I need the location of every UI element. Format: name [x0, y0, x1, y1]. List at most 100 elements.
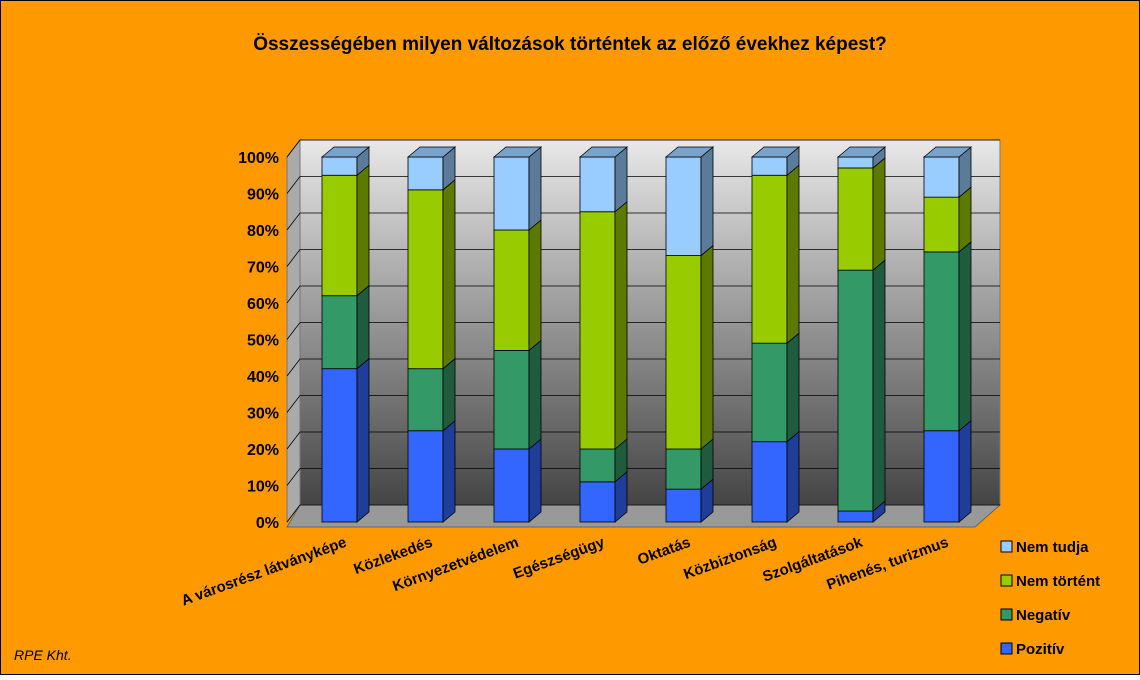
bar-front [321, 156, 358, 176]
bar-side [958, 186, 972, 253]
bar-side [614, 200, 628, 450]
bar [320, 146, 371, 177]
bar-side [614, 146, 628, 213]
bar-top [492, 146, 543, 158]
chart-title: Összességében milyen változások történte… [253, 34, 887, 55]
y-tick-label: 40% [247, 369, 279, 386]
legend-label: Nem tudja [1016, 539, 1089, 556]
bar [751, 164, 800, 345]
bar-side [442, 178, 456, 370]
bar-front [923, 430, 960, 523]
y-tick-label: 20% [247, 442, 279, 459]
bar-top [922, 146, 973, 158]
bar [665, 244, 714, 450]
bar [407, 357, 456, 432]
bar-front [665, 488, 702, 523]
bar [579, 200, 628, 450]
bar-side [356, 357, 370, 523]
bar-side [700, 146, 714, 257]
bar-front [837, 269, 874, 512]
bar-side [872, 259, 886, 512]
bar-front [665, 448, 702, 490]
legend-label: Negatív [1016, 607, 1071, 624]
bar [751, 430, 800, 523]
bar-front [751, 156, 788, 176]
y-tick-label: 60% [247, 296, 279, 313]
bar [923, 419, 972, 523]
bar [750, 146, 801, 177]
bar-front [493, 448, 530, 523]
bar-front [407, 430, 444, 523]
y-tick-label: 0% [256, 515, 279, 532]
bar-side [528, 438, 542, 523]
y-tick-label: 80% [247, 223, 279, 240]
bar-side [528, 146, 542, 231]
bar [923, 186, 972, 253]
bar [407, 419, 456, 523]
y-tick-label: 90% [247, 187, 279, 204]
bar-front [665, 255, 702, 450]
legend-label: Nem történt [1016, 573, 1100, 590]
bar-front [665, 156, 702, 256]
legend-swatch [1000, 642, 1013, 655]
bar-side [786, 164, 800, 345]
bar-front [321, 174, 358, 297]
grid-line [286, 139, 1000, 158]
bar-side [442, 357, 456, 432]
bar [837, 157, 886, 272]
bar-top [406, 146, 457, 158]
bar-front [923, 196, 960, 253]
bar-front [751, 441, 788, 523]
bar [493, 219, 542, 352]
y-tick-label: 70% [247, 260, 279, 277]
bar [492, 146, 543, 231]
y-tick-label: 100% [238, 150, 279, 167]
bar [578, 146, 629, 213]
bar-front [407, 156, 444, 191]
bar-front [493, 156, 530, 231]
bar-front [407, 189, 444, 370]
bar-front [837, 156, 874, 169]
bar-side [528, 339, 542, 450]
bar [665, 438, 714, 491]
bar-side [700, 244, 714, 450]
legend-swatch [1000, 540, 1013, 553]
bar-side [958, 419, 972, 523]
bar-top [750, 146, 801, 158]
bar [321, 284, 370, 370]
bar-side [786, 430, 800, 523]
bar [406, 146, 457, 191]
bar-top [578, 146, 629, 158]
bar-side [958, 241, 972, 432]
legend-swatch [1000, 574, 1013, 587]
y-tick-label: 10% [247, 479, 279, 496]
bar-front [407, 368, 444, 432]
y-tick-label: 50% [247, 333, 279, 350]
bar-front [923, 251, 960, 432]
bar-front [837, 167, 874, 271]
bar [922, 146, 973, 199]
bar-front [579, 481, 616, 523]
legend-swatch [1000, 608, 1013, 621]
bar-top [664, 146, 715, 158]
bar-front [493, 350, 530, 450]
bar [664, 146, 715, 257]
bar [579, 470, 628, 523]
bar-front [321, 368, 358, 523]
bar-front [579, 211, 616, 450]
bar-side [442, 419, 456, 523]
bar-top [320, 146, 371, 158]
bar-front [923, 156, 960, 198]
bar [579, 438, 628, 483]
legend-label: Pozitív [1016, 641, 1065, 658]
bar-side [356, 284, 370, 370]
bar-front [751, 342, 788, 443]
bar [923, 241, 972, 432]
bar-side [356, 164, 370, 297]
note: RPE Kht. [14, 647, 72, 663]
bar [836, 146, 887, 169]
bar [493, 339, 542, 450]
bar-top [836, 146, 887, 158]
bar [321, 357, 370, 523]
floor [286, 504, 1002, 528]
